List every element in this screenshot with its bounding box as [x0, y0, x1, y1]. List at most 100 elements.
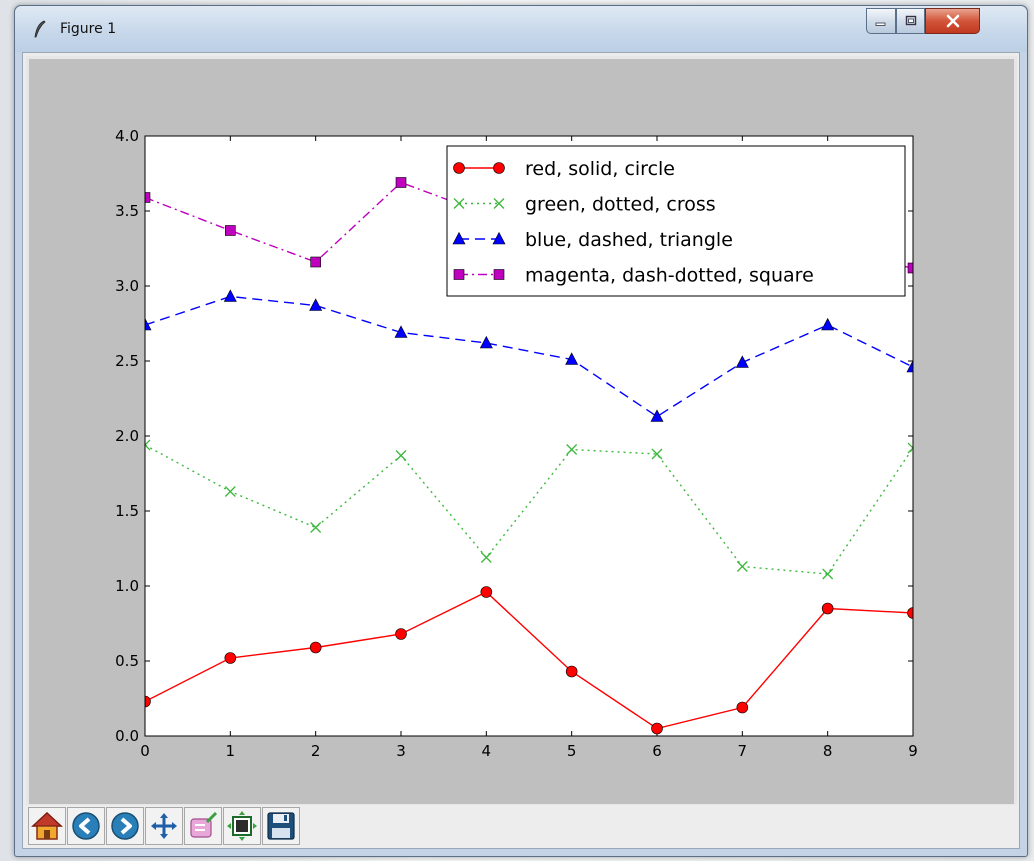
legend: red, solid, circle green, dotted, cross bl… [446, 145, 906, 297]
legend-marker [453, 198, 465, 209]
subplots-icon [227, 811, 257, 841]
data-point [735, 355, 749, 368]
home-icon [31, 811, 63, 840]
data-point [907, 262, 913, 274]
back-arrow-icon [72, 812, 100, 840]
data-point [223, 289, 237, 302]
data-point [225, 225, 236, 236]
series-circle [145, 586, 913, 735]
data-point [736, 561, 748, 572]
data-point [907, 607, 913, 619]
data-point [145, 695, 151, 708]
data-point [310, 522, 322, 533]
y-tick-label: 4.0 [115, 127, 139, 145]
data-point [145, 317, 152, 331]
legend-marker [493, 269, 505, 280]
data-point [394, 325, 408, 338]
back-button[interactable] [67, 807, 105, 845]
floppy-disk-icon [267, 812, 295, 840]
y-tick-label: 2.0 [115, 427, 139, 445]
legend-entry: green, dotted, cross [453, 194, 716, 216]
line-chart: 0 1 2 3 4 5 6 7 8 9 0.0 0.5 1.0 1.5 2.0 2.5 3.0 3.5 4.0 re… [115, 127, 918, 760]
x-tick-label: 9 [908, 742, 918, 760]
maximize-button[interactable] [896, 8, 925, 34]
data-point [906, 359, 913, 373]
legend-entry: blue, dashed, triangle [452, 229, 733, 251]
forward-arrow-icon [111, 812, 139, 840]
legend-marker [452, 231, 466, 245]
legend-marker [453, 162, 465, 174]
pan-button[interactable] [145, 807, 183, 845]
forward-button[interactable] [106, 807, 144, 845]
x-tick-label: 5 [567, 742, 577, 760]
x-tick-label: 8 [823, 742, 833, 760]
legend-label: blue, dashed, triangle [525, 229, 733, 251]
plot-frame [144, 135, 914, 737]
legend-marker [493, 162, 505, 174]
feather-icon [34, 20, 46, 38]
y-tick-label: 3.0 [115, 277, 139, 295]
series-line [145, 181, 913, 269]
x-tick-label: 3 [396, 742, 406, 760]
window-title: Figure 1 [60, 21, 117, 37]
data-point [565, 665, 578, 678]
close-icon [946, 14, 959, 28]
data-point [480, 586, 493, 598]
data-point [224, 652, 237, 664]
y-tick-label: 1.0 [115, 577, 139, 595]
legend-label: green, dotted, cross [525, 194, 716, 216]
series-line [145, 591, 913, 730]
title-bar[interactable]: Figure 1 [15, 6, 1027, 52]
y-tick-label: 3.5 [115, 202, 139, 220]
save-button[interactable] [262, 807, 300, 845]
series-cross [145, 439, 913, 580]
legend-label: red, solid, circle [525, 158, 675, 180]
x-tick-label: 7 [738, 742, 748, 760]
data-point [309, 298, 323, 311]
subplots-button[interactable] [223, 807, 261, 845]
data-point [736, 701, 749, 714]
home-button[interactable] [28, 807, 66, 845]
data-point [822, 568, 834, 580]
y-tick-label: 0.5 [115, 652, 139, 670]
data-point [907, 442, 913, 454]
data-point [821, 602, 834, 615]
legend-marker [493, 198, 505, 209]
data-point [145, 439, 151, 451]
figure-canvas[interactable]: 0 1 2 3 4 5 6 7 8 9 0.0 0.5 1.0 1.5 2.0 2.5 3.0 3.5 4.0 re… [26, 56, 1017, 807]
zoom-button[interactable] [184, 807, 222, 845]
data-point [310, 256, 321, 268]
data-point [145, 192, 151, 203]
data-point [480, 552, 492, 563]
data-point [395, 450, 407, 461]
y-tick-label: 0.0 [115, 727, 139, 745]
data-point [821, 317, 835, 331]
legend-marker [453, 269, 465, 280]
y-tick-label: 1.5 [115, 502, 139, 520]
figure-client-area: 0 1 2 3 4 5 6 7 8 9 0.0 0.5 1.0 1.5 2.0 2.5 3.0 3.5 4.0 re… [22, 52, 1020, 849]
x-tick-label: 0 [140, 742, 150, 760]
move-icon [151, 813, 177, 839]
x-tick-label: 1 [226, 742, 236, 760]
data-point [651, 448, 663, 460]
x-tick-label: 4 [482, 742, 492, 760]
y-tick-label: 2.5 [115, 352, 139, 370]
data-point [395, 177, 407, 188]
legend-entry: magenta, dash-dotted, square [453, 265, 814, 287]
minimize-button[interactable] [866, 8, 896, 34]
data-point [650, 409, 664, 422]
series-line [145, 295, 913, 418]
series-line [145, 444, 913, 575]
legend-box [446, 145, 906, 297]
figure-window: Figure 1 0 1 2 3 4 5 6 7 8 9 0.0 0.5 1.0 1.5 2.0 2.5 3.0… [14, 5, 1028, 857]
close-button[interactable] [925, 8, 980, 34]
navigation-toolbar [23, 805, 1019, 848]
data-point [479, 335, 493, 349]
x-tick-label: 6 [652, 742, 662, 760]
minimize-icon [875, 22, 886, 26]
data-point [309, 641, 322, 654]
axis-ticks: 0 1 2 3 4 5 6 7 8 9 0.0 0.5 1.0 1.5 2.0 2.5 3.0 3.5 4.0 [115, 127, 918, 760]
maximize-icon [905, 15, 916, 26]
data-point [566, 444, 578, 455]
legend-entry: red, solid, circle [453, 158, 675, 180]
